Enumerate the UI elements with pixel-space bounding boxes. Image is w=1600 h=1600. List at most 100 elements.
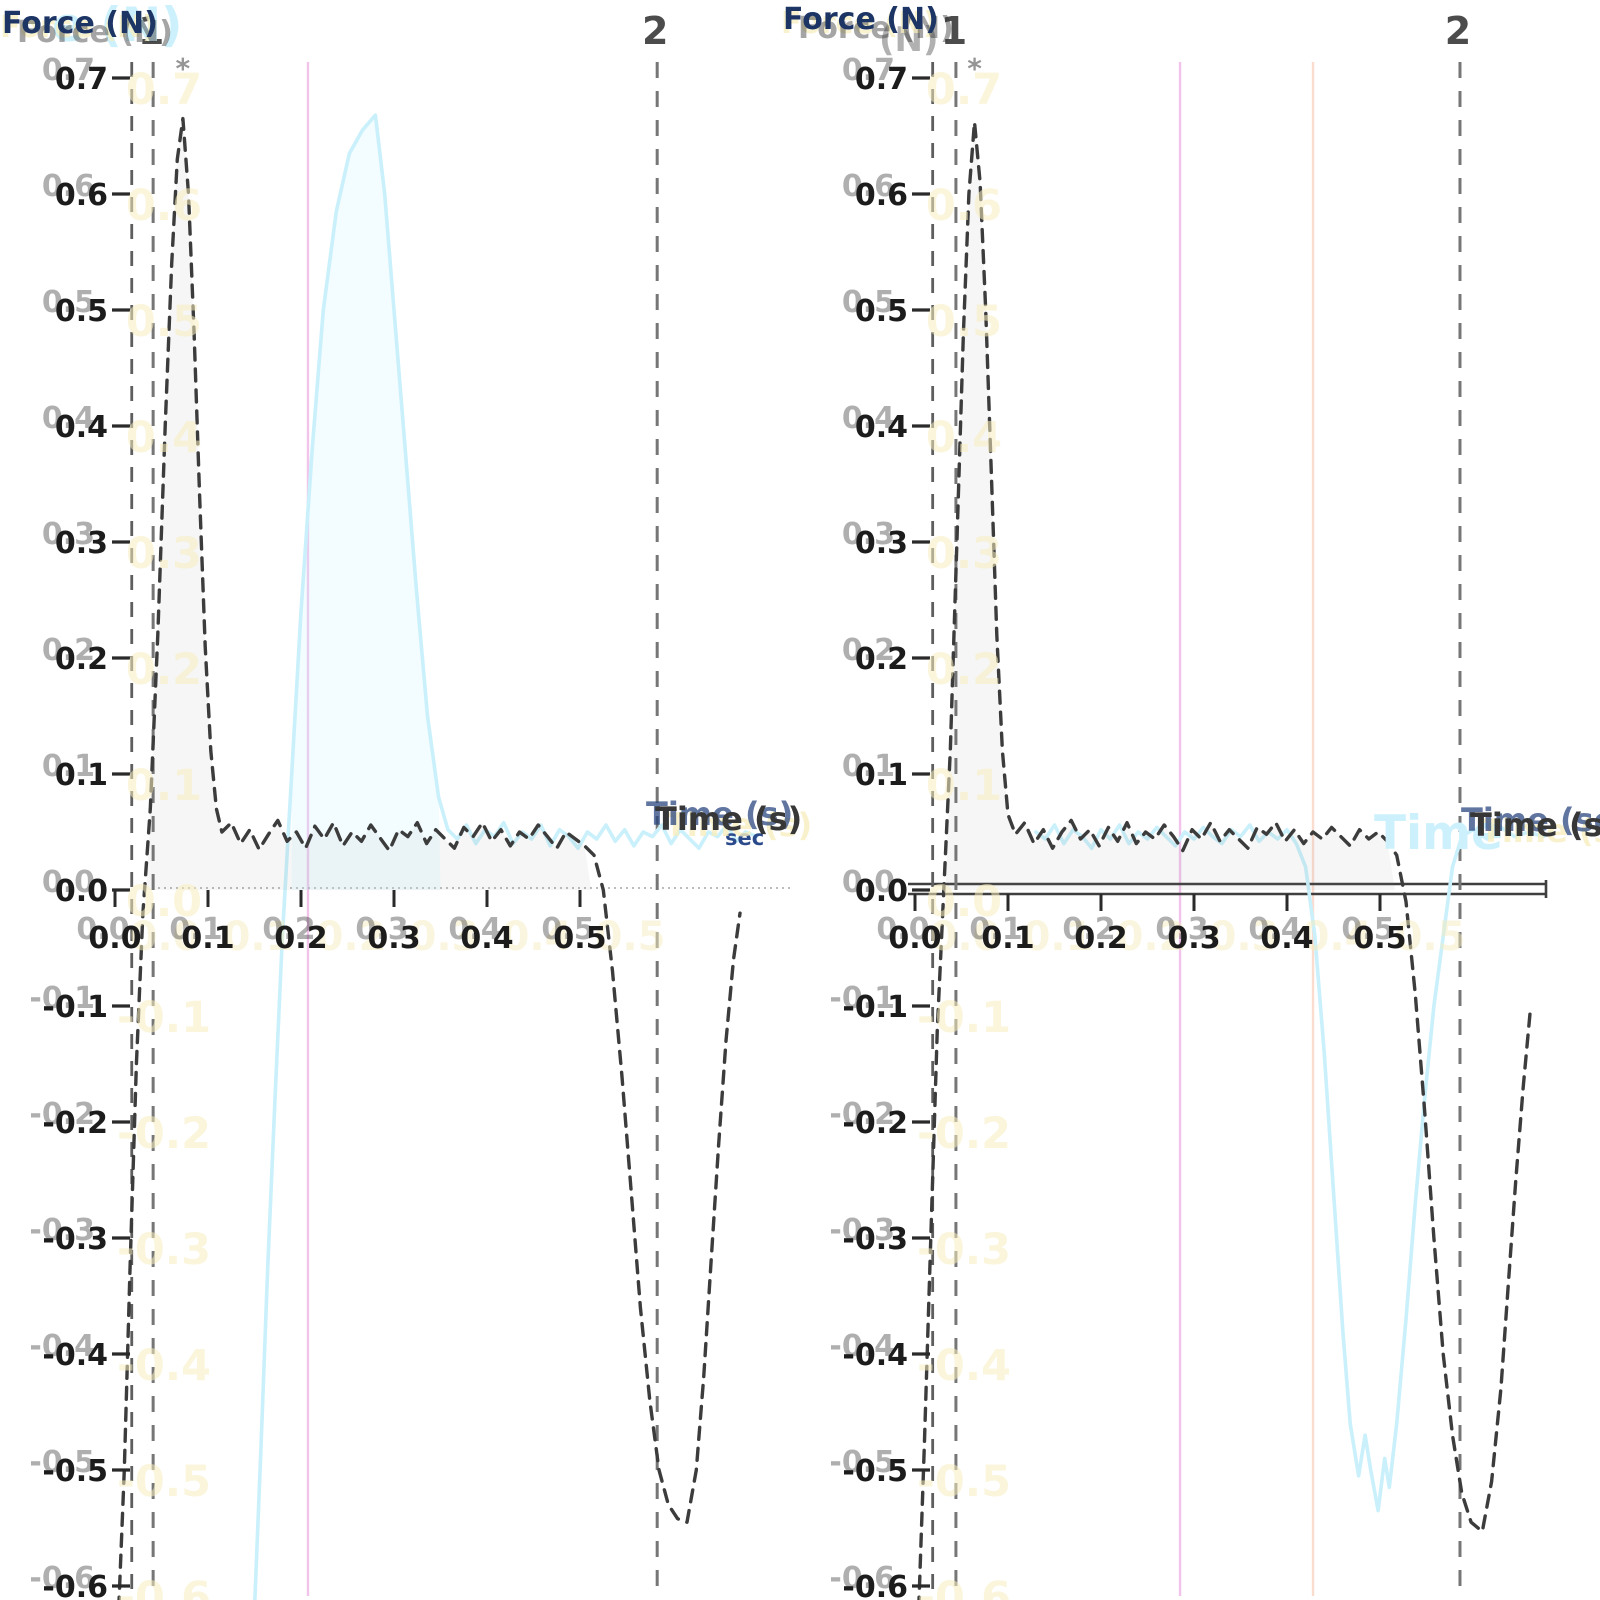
y-tick-ghost-label: 0.3 <box>926 529 1002 579</box>
y-tick-label: -0.1 <box>842 990 908 1025</box>
y-tick-ghost-label: 0.4 <box>126 413 202 463</box>
impact-trace-dashed-area-fill <box>945 122 1395 891</box>
x-tick-label: 0.0 <box>888 921 941 956</box>
y-tick-label: -0.1 <box>42 990 108 1025</box>
y-tick-label: 0.3 <box>55 526 108 561</box>
reference-trace-cyan <box>1034 823 1554 1513</box>
y-tick-label-ghost: 0.2 <box>842 633 895 668</box>
impact-trace-dashed-area-fill <box>146 118 592 891</box>
left-y-axis-title-ghost: e (N) <box>52 0 183 53</box>
x-tick-label-ghost: 0.0 <box>76 912 129 947</box>
x-tick-label: 0.5 <box>553 921 606 956</box>
x-tick-label-ghost: 0.5 <box>1341 912 1394 947</box>
y-tick-label: 0.3 <box>855 526 908 561</box>
event-label-2: 2 <box>1445 9 1471 53</box>
x-tick-label: 0.1 <box>981 921 1034 956</box>
y-tick-label: 0.7 <box>55 62 108 97</box>
right-y-axis-title-ghost: (N) <box>879 20 939 60</box>
y-tick-label-ghost: 0.5 <box>842 285 895 320</box>
x-tick-label: 0.2 <box>274 921 327 956</box>
y-tick-label-ghost: -0.3 <box>29 1213 95 1248</box>
y-tick-ghost-label: 0.5 <box>926 297 1002 347</box>
y-tick-label: 0.4 <box>855 410 908 445</box>
y-tick-ghost-label: 0.1 <box>126 761 202 811</box>
reference-trace-cyan-area-fill <box>291 115 441 891</box>
y-tick-label: -0.4 <box>42 1338 108 1373</box>
y-tick-label-ghost: 0.5 <box>42 285 95 320</box>
y-tick-label-ghost: -0.2 <box>829 1097 895 1132</box>
y-tick-label: 0.1 <box>55 758 108 793</box>
y-tick-ghost-label: -0.4 <box>917 1341 1011 1391</box>
right-x-axis-title: Time Time (sec) <box>1374 806 1600 861</box>
x-tick-label: 0.5 <box>1353 921 1406 956</box>
y-tick-label-ghost: 0.6 <box>842 169 895 204</box>
panel-p2 <box>908 62 1554 1600</box>
y-tick-label-ghost: -0.6 <box>29 1561 95 1596</box>
y-tick-label-ghost: 0.3 <box>42 517 95 552</box>
x-tick-label: 0.3 <box>367 921 420 956</box>
y-tick-ghost-label: -0.3 <box>117 1225 211 1275</box>
y-tick-ghost-label: -0.5 <box>917 1457 1011 1507</box>
y-tick-label: -0.3 <box>842 1222 908 1257</box>
panel-p1 <box>112 62 792 1600</box>
x-tick-ghost-label: 0.5 <box>1395 914 1466 960</box>
x-tick-label-ghost: 0.3 <box>355 912 408 947</box>
y-tick-ghost-label: 0.6 <box>926 181 1002 231</box>
y-tick-ghost-label: -0.6 <box>117 1573 211 1600</box>
x-tick-label-ghost: 0.0 <box>876 912 929 947</box>
x-tick-ghost-label: 0.0 <box>130 914 201 960</box>
y-tick-label: -0.5 <box>842 1454 908 1489</box>
y-tick-label-ghost: 0.3 <box>842 517 895 552</box>
y-tick-label-ghost: -0.5 <box>829 1445 895 1480</box>
y-tick-label-ghost: 0.0 <box>842 865 895 900</box>
left-x-axis-title: sec Time (s) <box>655 800 802 850</box>
y-tick-label-ghost: 0.0 <box>42 865 95 900</box>
y-tick-label-ghost: -0.5 <box>29 1445 95 1480</box>
y-tick-label-ghost: 0.6 <box>42 169 95 204</box>
x-tick-label-ghost: 0.2 <box>1062 912 1115 947</box>
y-tick-ghost-label: 0.2 <box>126 645 202 695</box>
x-tick-label-ghost: 0.3 <box>1155 912 1208 947</box>
x-tick-label-ghost: 0.5 <box>541 912 594 947</box>
y-tick-ghost-label: -0.5 <box>117 1457 211 1507</box>
y-tick-ghost-label: 0.7 <box>926 65 1002 115</box>
y-tick-ghost-label: 0.0 <box>126 877 202 927</box>
y-tick-label: 0.0 <box>855 874 908 909</box>
y-tick-ghost-label: -0.2 <box>117 1109 211 1159</box>
y-tick-ghost-label: 0.2 <box>926 645 1002 695</box>
y-tick-label: -0.5 <box>42 1454 108 1489</box>
y-tick-label: 0.2 <box>855 642 908 677</box>
right-x-axis-title-ghost: Time <box>1374 806 1504 861</box>
x-tick-ghost-label: 0.2 <box>316 914 387 960</box>
x-tick-label: 0.4 <box>1260 921 1313 956</box>
y-tick-ghost-label: -0.2 <box>917 1109 1011 1159</box>
y-tick-label: -0.6 <box>842 1570 908 1600</box>
y-tick-label-ghost: -0.6 <box>829 1561 895 1596</box>
x-tick-ghost-label: 0.5 <box>595 914 666 960</box>
x-tick-label: 0.2 <box>1074 921 1127 956</box>
y-tick-label: 0.6 <box>55 178 108 213</box>
y-tick-label-ghost: 0.2 <box>42 633 95 668</box>
y-tick-label: -0.2 <box>42 1106 108 1141</box>
x-tick-ghost-label: 0.1 <box>223 914 294 960</box>
impact-trace-dashed <box>117 116 742 1600</box>
y-tick-ghost-label: 0.4 <box>926 413 1002 463</box>
y-tick-label-ghost: -0.4 <box>29 1329 95 1364</box>
y-tick-ghost-label: -0.4 <box>117 1341 211 1391</box>
x-tick-label: 0.4 <box>460 921 513 956</box>
y-tick-label: 0.5 <box>855 294 908 329</box>
y-tick-label: -0.6 <box>42 1570 108 1600</box>
y-tick-ghost-label: 0.1 <box>926 761 1002 811</box>
y-tick-ghost-label: -0.6 <box>917 1573 1011 1600</box>
y-tick-ghost-label: -0.1 <box>917 993 1011 1043</box>
y-tick-label: 0.5 <box>55 294 108 329</box>
y-tick-label: 0.2 <box>55 642 108 677</box>
x-tick-label-ghost: 0.1 <box>169 912 222 947</box>
x-tick-ghost-label: 0.4 <box>1302 914 1373 960</box>
left-x-axis-title-ghost: sec <box>725 826 765 850</box>
left-y-axis-title: e (N) Force (N) <box>2 0 183 53</box>
peak-asterisk-marker: * <box>967 52 982 85</box>
y-tick-label-ghost: 0.1 <box>42 749 95 784</box>
